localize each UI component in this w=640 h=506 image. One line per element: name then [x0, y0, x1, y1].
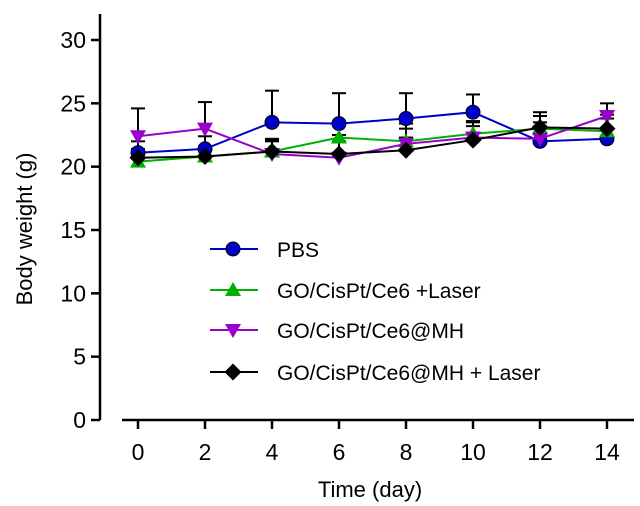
legend-label: GO/CisPt/Ce6 +Laser: [277, 280, 481, 303]
data-point: [464, 131, 482, 149]
data-point: [599, 110, 615, 124]
x-axis-title: Time (day): [318, 477, 422, 502]
y-tick-label: 30: [60, 27, 86, 53]
data-point: [224, 363, 242, 381]
y-tick-label: 20: [60, 154, 86, 180]
y-ticks: 0 5 10 15 20 25 30: [60, 27, 100, 433]
x-tick-label: 10: [460, 439, 486, 465]
legend-label: GO/CisPt/Ce6@MH: [277, 320, 464, 343]
plot-area: [129, 89, 616, 168]
data-point: [263, 142, 281, 160]
data-point: [465, 104, 481, 120]
data-point: [264, 114, 280, 130]
x-tick-label: 2: [199, 439, 212, 465]
data-point: [196, 148, 214, 166]
y-tick-label: 5: [73, 344, 86, 370]
y-tick-label: 25: [60, 90, 86, 116]
data-point: [129, 149, 147, 167]
x-tick-label: 12: [527, 439, 553, 465]
legend: PBS GO/CisPt/Ce6 +Laser GO/CisPt/Ce6@MH GO/…: [210, 239, 540, 385]
series-group: [129, 118, 616, 167]
x-tick-label: 8: [400, 439, 413, 465]
x-tick-label: 14: [594, 439, 620, 465]
axes: [98, 14, 634, 422]
x-tick-label: 4: [266, 439, 279, 465]
legend-label: GO/CisPt/Ce6@MH + Laser: [277, 362, 540, 385]
y-axis-title: Body weight (g): [12, 153, 37, 306]
data-point: [225, 282, 241, 296]
data-point: [330, 145, 348, 163]
data-point: [532, 132, 548, 147]
data-point: [331, 129, 347, 144]
data-point: [225, 324, 241, 338]
data-point: [398, 111, 414, 127]
data-point: [397, 141, 415, 159]
x-tick-label: 6: [333, 439, 346, 465]
data-point: [531, 118, 549, 136]
data-point: [598, 120, 616, 138]
legend-label: PBS: [277, 239, 319, 262]
y-tick-label: 10: [60, 280, 86, 306]
data-point: [130, 130, 146, 145]
data-point: [225, 241, 241, 257]
data-point: [197, 122, 213, 137]
series-line: [137, 111, 608, 154]
x-tick-label: 0: [132, 439, 145, 465]
data-point: [331, 116, 347, 132]
x-ticks: 0 2 4 6 8 10 12 14: [132, 420, 620, 465]
series-line: [137, 115, 608, 159]
y-tick-label: 0: [73, 407, 86, 433]
series-line: [137, 126, 608, 159]
y-tick-label: 15: [60, 217, 86, 243]
